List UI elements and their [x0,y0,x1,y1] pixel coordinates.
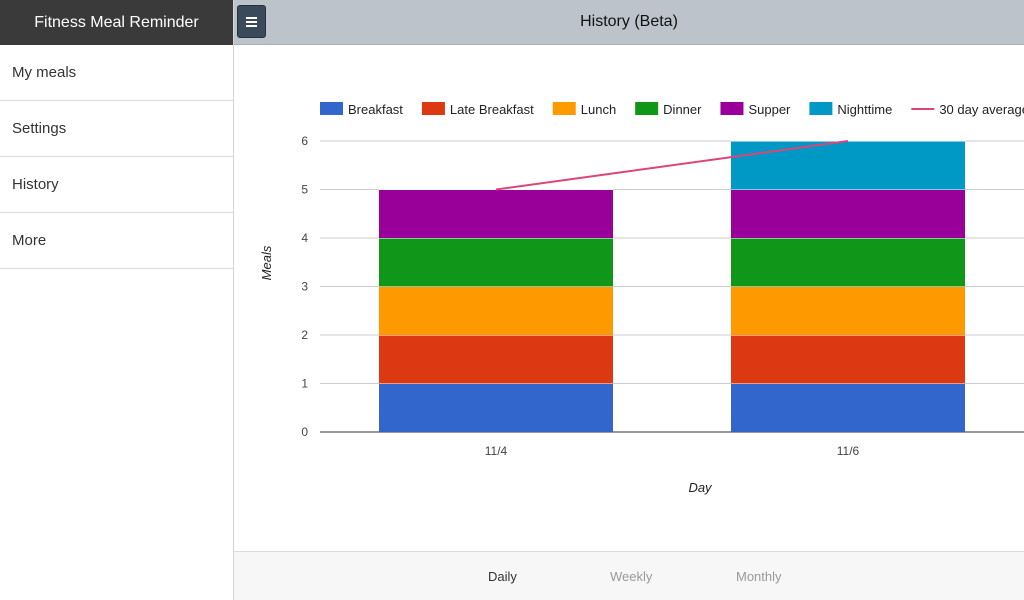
tab-monthly[interactable]: Monthly [736,569,782,584]
legend-label: Dinner [663,102,702,117]
tab-bar: Daily Weekly Monthly [234,551,1024,600]
bar-segment [379,335,613,384]
page-title: History (Beta) [580,13,678,30]
legend-label: Supper [748,102,791,117]
menu-button[interactable] [237,5,266,38]
sidebar-item-settings[interactable]: Settings [0,101,233,157]
y-tick-label: 4 [301,231,308,245]
legend-label: 30 day average [939,102,1024,117]
y-axis-title: Meals [259,245,274,280]
bar-segment [731,189,965,238]
sidebar-title: Fitness Meal Reminder [0,0,233,45]
average-line [495,140,849,191]
bar-segment [379,383,613,432]
x-tick-label: 11/6 [837,444,860,458]
legend-label: Breakfast [348,102,403,117]
legend-swatch [809,102,833,115]
x-tick-label: 11/4 [485,444,508,458]
legend-label: Nighttime [837,102,892,117]
bar-segment [731,238,965,287]
bar-segment [379,238,613,287]
x-axis-title: Day [688,480,713,495]
tab-weekly[interactable]: Weekly [610,569,653,584]
history-chart: 0 1 2 3 4 5 6 11/4 11/6 Day Meals Breakfast Late Bre… [259,102,1024,495]
bar-segment [379,189,613,238]
sidebar-item-my-meals[interactable]: My meals [0,45,233,101]
y-tick-label: 5 [301,183,308,197]
bar-segment [731,141,965,190]
legend-label: Lunch [581,102,616,117]
y-tick-label: 3 [301,280,308,294]
y-tick-label: 6 [301,134,308,148]
hamburger-menu-icon [246,16,257,27]
legend-swatch [421,102,445,115]
sidebar-item-more[interactable]: More [0,213,233,269]
y-tick-label: 2 [301,328,308,342]
legend-swatch [720,102,744,115]
sidebar: Fitness Meal Reminder My meals Settings … [0,0,234,600]
y-tick-label: 0 [301,425,308,439]
top-bar: History (Beta) [234,0,1024,45]
tab-daily[interactable]: Daily [488,569,517,584]
y-tick-label: 1 [301,377,308,391]
legend-swatch [552,102,576,115]
legend-label: Late Breakfast [450,102,534,117]
bar-segment [731,383,965,432]
sidebar-item-history[interactable]: History [0,157,233,213]
bar-segment [379,286,613,335]
chart-container: 0 1 2 3 4 5 6 11/4 11/6 Day Meals Breakfast Late Bre… [234,45,1024,551]
bar-segment [731,286,965,335]
legend-swatch [635,102,659,115]
legend-swatch [320,102,343,115]
bar-segment [731,335,965,384]
